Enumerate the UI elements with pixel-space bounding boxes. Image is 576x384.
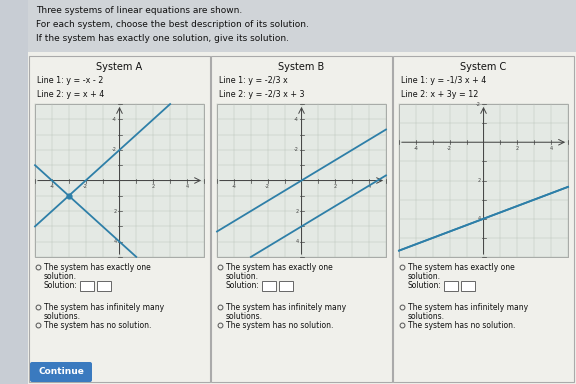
Text: 4: 4 xyxy=(550,146,552,151)
Text: Line 1: y = -1/3 x + 4: Line 1: y = -1/3 x + 4 xyxy=(401,76,486,85)
Text: -4: -4 xyxy=(50,184,54,189)
Bar xyxy=(29,56,210,382)
Text: 2: 2 xyxy=(295,209,298,214)
Bar xyxy=(80,281,94,291)
Text: -4: -4 xyxy=(112,117,116,122)
Bar xyxy=(279,281,293,291)
Text: -2: -2 xyxy=(447,146,452,151)
Text: System C: System C xyxy=(460,62,507,72)
Text: solutions.: solutions. xyxy=(226,312,263,321)
Text: -4: -4 xyxy=(294,117,298,122)
Text: For each system, choose the best description of its solution.: For each system, choose the best descrip… xyxy=(36,20,309,29)
Text: 2: 2 xyxy=(516,146,519,151)
Bar xyxy=(444,281,458,291)
Text: Solution:: Solution: xyxy=(44,280,78,290)
Text: 2: 2 xyxy=(334,184,337,189)
Text: The system has exactly one: The system has exactly one xyxy=(408,263,515,272)
Text: -2: -2 xyxy=(112,147,116,152)
Text: -4: -4 xyxy=(414,146,418,151)
Text: If the system has exactly one solution, give its solution.: If the system has exactly one solution, … xyxy=(36,34,289,43)
Text: Solution:: Solution: xyxy=(408,280,442,290)
Text: 2: 2 xyxy=(113,209,116,214)
Text: 4: 4 xyxy=(367,184,371,189)
Bar xyxy=(461,281,475,291)
Text: System A: System A xyxy=(96,62,143,72)
Text: The system has no solution.: The system has no solution. xyxy=(44,321,151,330)
Text: Line 2: y = -2/3 x + 3: Line 2: y = -2/3 x + 3 xyxy=(219,90,305,99)
Bar xyxy=(217,104,386,257)
Text: -4: -4 xyxy=(232,184,236,189)
Text: solution.: solution. xyxy=(226,272,259,281)
Bar xyxy=(262,281,276,291)
Text: The system has infinitely many: The system has infinitely many xyxy=(44,303,164,312)
Text: The system has no solution.: The system has no solution. xyxy=(226,321,334,330)
Bar xyxy=(35,104,204,257)
Text: -2: -2 xyxy=(266,184,270,189)
Text: Line 1: y = -2/3 x: Line 1: y = -2/3 x xyxy=(219,76,288,85)
Bar xyxy=(399,104,568,257)
Text: 4: 4 xyxy=(478,216,480,221)
Text: -2: -2 xyxy=(84,184,88,189)
Text: The system has exactly one: The system has exactly one xyxy=(226,263,333,272)
Text: Line 1: y = -x - 2: Line 1: y = -x - 2 xyxy=(37,76,103,85)
Text: Continue: Continue xyxy=(38,367,84,376)
Text: 4: 4 xyxy=(295,239,298,244)
Text: 2: 2 xyxy=(151,184,155,189)
Text: solution.: solution. xyxy=(44,272,77,281)
Text: 2: 2 xyxy=(478,178,480,183)
Text: Line 2: x + 3y = 12: Line 2: x + 3y = 12 xyxy=(401,90,479,99)
Text: Solution:: Solution: xyxy=(226,280,260,290)
Text: The system has exactly one: The system has exactly one xyxy=(44,263,151,272)
Text: System B: System B xyxy=(278,62,325,72)
Text: solutions.: solutions. xyxy=(408,312,445,321)
Text: -2: -2 xyxy=(294,147,298,152)
Text: Three systems of linear equations are shown.: Three systems of linear equations are sh… xyxy=(36,6,242,15)
Text: -2: -2 xyxy=(476,101,480,106)
Text: solutions.: solutions. xyxy=(44,312,81,321)
Text: The system has infinitely many: The system has infinitely many xyxy=(408,303,528,312)
Bar xyxy=(393,56,574,382)
FancyBboxPatch shape xyxy=(30,362,92,382)
Bar xyxy=(28,0,576,52)
Text: The system has no solution.: The system has no solution. xyxy=(408,321,516,330)
Text: 4: 4 xyxy=(113,239,116,244)
Text: 4: 4 xyxy=(185,184,189,189)
Bar xyxy=(97,281,111,291)
Text: The system has infinitely many: The system has infinitely many xyxy=(226,303,346,312)
Text: solution.: solution. xyxy=(408,272,441,281)
Bar xyxy=(211,56,392,382)
Text: Line 2: y = x + 4: Line 2: y = x + 4 xyxy=(37,90,104,99)
